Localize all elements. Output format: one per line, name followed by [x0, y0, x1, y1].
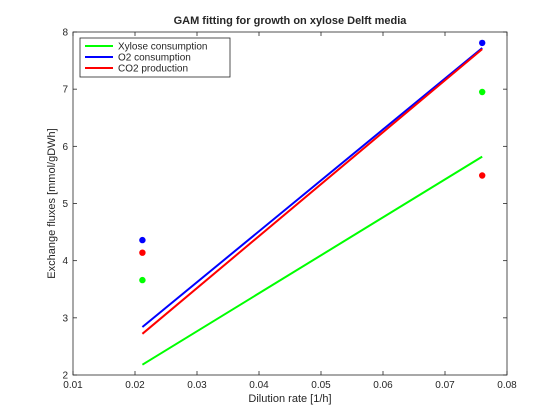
x-axis-label: Dilution rate [1/h]	[248, 393, 331, 405]
x-tick-label: 0.05	[311, 380, 331, 391]
x-tick-label: 0.03	[187, 380, 207, 391]
x-tick-label: 0.01	[63, 380, 83, 391]
y-axis-label: Exchange fluxes [mmol/gDWh]	[46, 128, 58, 278]
x-tick-label: 0.02	[125, 380, 145, 391]
y-tick-label: 3	[62, 313, 68, 324]
y-tick-label: 7	[62, 85, 68, 96]
data-point-2-0	[139, 249, 146, 256]
series-layer	[139, 39, 486, 366]
data-point-1-1	[479, 39, 486, 47]
chart-title: GAM fitting for growth on xylose Delft m…	[174, 15, 408, 27]
y-tick-label: 2	[62, 371, 68, 382]
data-point-1-0	[139, 236, 146, 244]
legend-label-1: O2 consumption	[118, 53, 191, 64]
data-point-2-1	[479, 172, 486, 179]
legend-label-0: Xylose consumption	[118, 42, 208, 53]
y-tick-label: 6	[62, 142, 68, 153]
x-tick-label: 0.06	[373, 380, 393, 391]
y-tick-label: 8	[62, 28, 68, 39]
y-tick-label: 4	[62, 256, 68, 267]
data-point-0-1	[479, 88, 486, 96]
y-tick-label: 5	[62, 199, 68, 210]
series-line-0	[141, 155, 483, 366]
ticks-layer: 0.01 0.02 0.03 0.04 0.05 0.06 0.07 0.08 2 3 4 5 6 7 8	[62, 28, 517, 392]
legend-label-2: CO2 production	[118, 64, 188, 75]
data-point-0-0	[139, 276, 146, 284]
series-line-2	[141, 48, 483, 335]
x-tick-label: 0.04	[249, 380, 269, 391]
series-line-1	[141, 47, 483, 328]
x-tick-label: 0.08	[497, 380, 517, 391]
x-tick-label: 0.07	[435, 380, 455, 391]
